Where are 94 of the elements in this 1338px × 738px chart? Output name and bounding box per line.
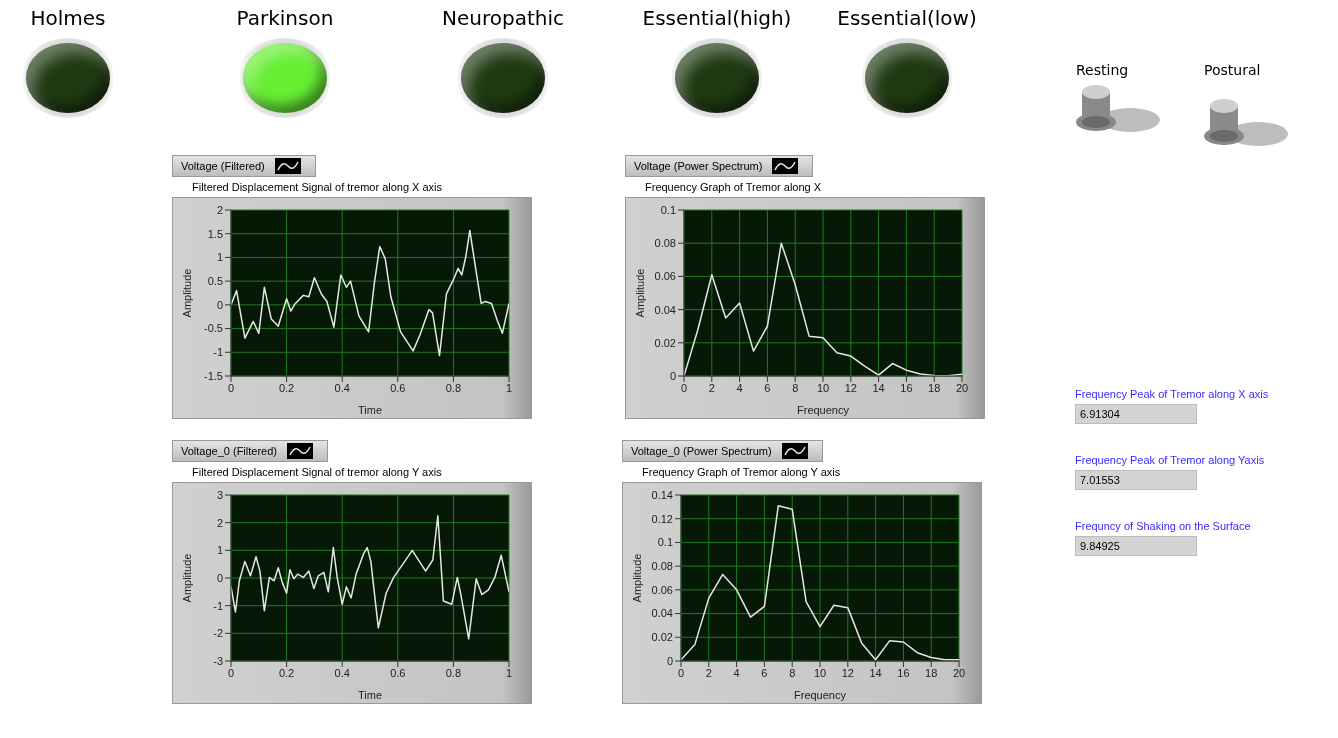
- legend-label: Voltage_0 (Filtered): [181, 445, 277, 457]
- x-tick-label: 0.4: [334, 381, 350, 394]
- y-tick-label: 0.04: [654, 303, 676, 316]
- x-tick-label: 2: [705, 666, 712, 679]
- y-tick-label: 0.1: [660, 203, 676, 216]
- x-tick-label: 4: [736, 381, 743, 394]
- y-tick-label: 0.02: [654, 336, 676, 349]
- x-tick-label: 0.2: [278, 381, 295, 394]
- text: 9.84925: [1075, 536, 1197, 556]
- y-axis-title: Amplitude: [633, 268, 646, 318]
- line-series: [231, 229, 509, 357]
- y-tick-label: 0: [666, 654, 673, 667]
- y-tick-label: 0.5: [207, 275, 223, 288]
- y-tick-label: -2: [213, 627, 223, 640]
- y-tick-label: 0.08: [654, 237, 676, 250]
- y-tick-label: -0.5: [204, 322, 223, 335]
- x-tick-label: 20: [955, 381, 969, 394]
- text: Resting: [1076, 62, 1129, 78]
- x-tick-label: 1: [505, 381, 513, 394]
- y-axis-title: Amplitude: [180, 553, 193, 603]
- x-tick-label: 14: [869, 666, 882, 679]
- x-axis-title: Frequency: [794, 689, 847, 701]
- y-tick-label: 1: [216, 544, 223, 557]
- legend-label: Voltage (Power Spectrum): [634, 160, 763, 172]
- x-tick-label: 2: [708, 381, 715, 394]
- category-label: Neuropathic: [442, 6, 564, 30]
- legend-label: Voltage (Filtered): [181, 160, 265, 172]
- y-tick-label: 3: [216, 488, 223, 501]
- y-tick-label: 2: [216, 203, 223, 216]
- x-tick-label: 1: [505, 666, 513, 679]
- x-tick-label: 0.4: [334, 666, 350, 679]
- x-tick-label: 18: [925, 666, 938, 679]
- y-tick-label: 0.1: [657, 536, 673, 549]
- x-tick-label: 14: [872, 381, 885, 394]
- x-tick-label: 0.2: [278, 666, 295, 679]
- chart-title: Filtered Displacement Signal of tremor along X axis: [192, 181, 444, 193]
- y-axis-title: Amplitude: [180, 268, 193, 318]
- y-tick-label: 0.04: [651, 607, 673, 620]
- x-tick-label: 0: [227, 381, 235, 394]
- y-tick-label: 0: [216, 298, 223, 311]
- text: Frequncy of Shaking on the Surface: [1075, 520, 1251, 532]
- category-label: Essential(low): [837, 6, 977, 30]
- y-tick-label: 1: [216, 251, 223, 264]
- y-tick-label: -1: [213, 346, 223, 359]
- x-tick-label: 16: [897, 666, 910, 679]
- y-tick-label: 0: [216, 571, 223, 584]
- x-tick-label: 8: [789, 666, 796, 679]
- text: 7.01553: [1075, 470, 1197, 490]
- legend-label: Voltage_0 (Power Spectrum): [631, 445, 772, 457]
- x-tick-label: 8: [792, 381, 799, 394]
- x-tick-label: 0: [680, 381, 688, 394]
- y-tick-label: 0.08: [651, 560, 673, 573]
- x-tick-label: 0.8: [445, 666, 462, 679]
- x-tick-label: 0.8: [445, 381, 462, 394]
- y-tick-label: -1: [213, 599, 223, 612]
- category-label: Holmes: [30, 6, 106, 30]
- x-tick-label: 10: [816, 381, 830, 394]
- y-tick-label: 0.14: [651, 488, 673, 501]
- x-tick-label: 4: [733, 666, 740, 679]
- x-tick-label: 0: [227, 666, 235, 679]
- text: Frequency Peak of Tremor along X axis: [1075, 388, 1269, 400]
- x-tick-label: 12: [844, 381, 857, 394]
- x-axis-title: Frequency: [797, 404, 850, 416]
- x-tick-label: 0.6: [390, 381, 406, 394]
- x-tick-label: 6: [761, 666, 768, 679]
- chart-title: Frequency Graph of Tremor along X: [645, 181, 823, 193]
- x-tick-label: 10: [813, 666, 827, 679]
- x-axis-title: Time: [357, 689, 383, 701]
- y-tick-label: 1.5: [207, 227, 223, 240]
- y-tick-label: -3: [213, 654, 223, 667]
- y-tick-label: 0.06: [654, 270, 676, 283]
- x-tick-label: 20: [952, 666, 966, 679]
- y-tick-label: 0.12: [651, 512, 673, 525]
- y-axis-title: Amplitude: [630, 553, 643, 603]
- x-tick-label: 0: [677, 666, 685, 679]
- x-tick-label: 18: [928, 381, 941, 394]
- y-tick-label: 0.06: [651, 583, 673, 596]
- line-series: [231, 515, 509, 640]
- x-tick-label: 6: [764, 381, 771, 394]
- text: 6.91304: [1075, 404, 1197, 424]
- text: Postural: [1204, 62, 1261, 78]
- y-tick-label: 0: [669, 369, 676, 382]
- category-label: Parkinson: [236, 6, 334, 30]
- category-label: Essential(high): [642, 6, 792, 30]
- chart-title: Frequency Graph of Tremor along Y axis: [642, 466, 842, 478]
- y-tick-label: -1.5: [204, 369, 223, 382]
- chart-title: Filtered Displacement Signal of tremor along Y axis: [192, 466, 443, 478]
- x-tick-label: 12: [841, 666, 854, 679]
- y-tick-label: 0.02: [651, 631, 673, 644]
- x-tick-label: 16: [900, 381, 913, 394]
- text: Frequency Peak of Tremor along Yaxis: [1075, 454, 1265, 466]
- x-tick-label: 0.6: [390, 666, 406, 679]
- x-axis-title: Time: [357, 404, 383, 416]
- y-tick-label: 2: [216, 516, 223, 529]
